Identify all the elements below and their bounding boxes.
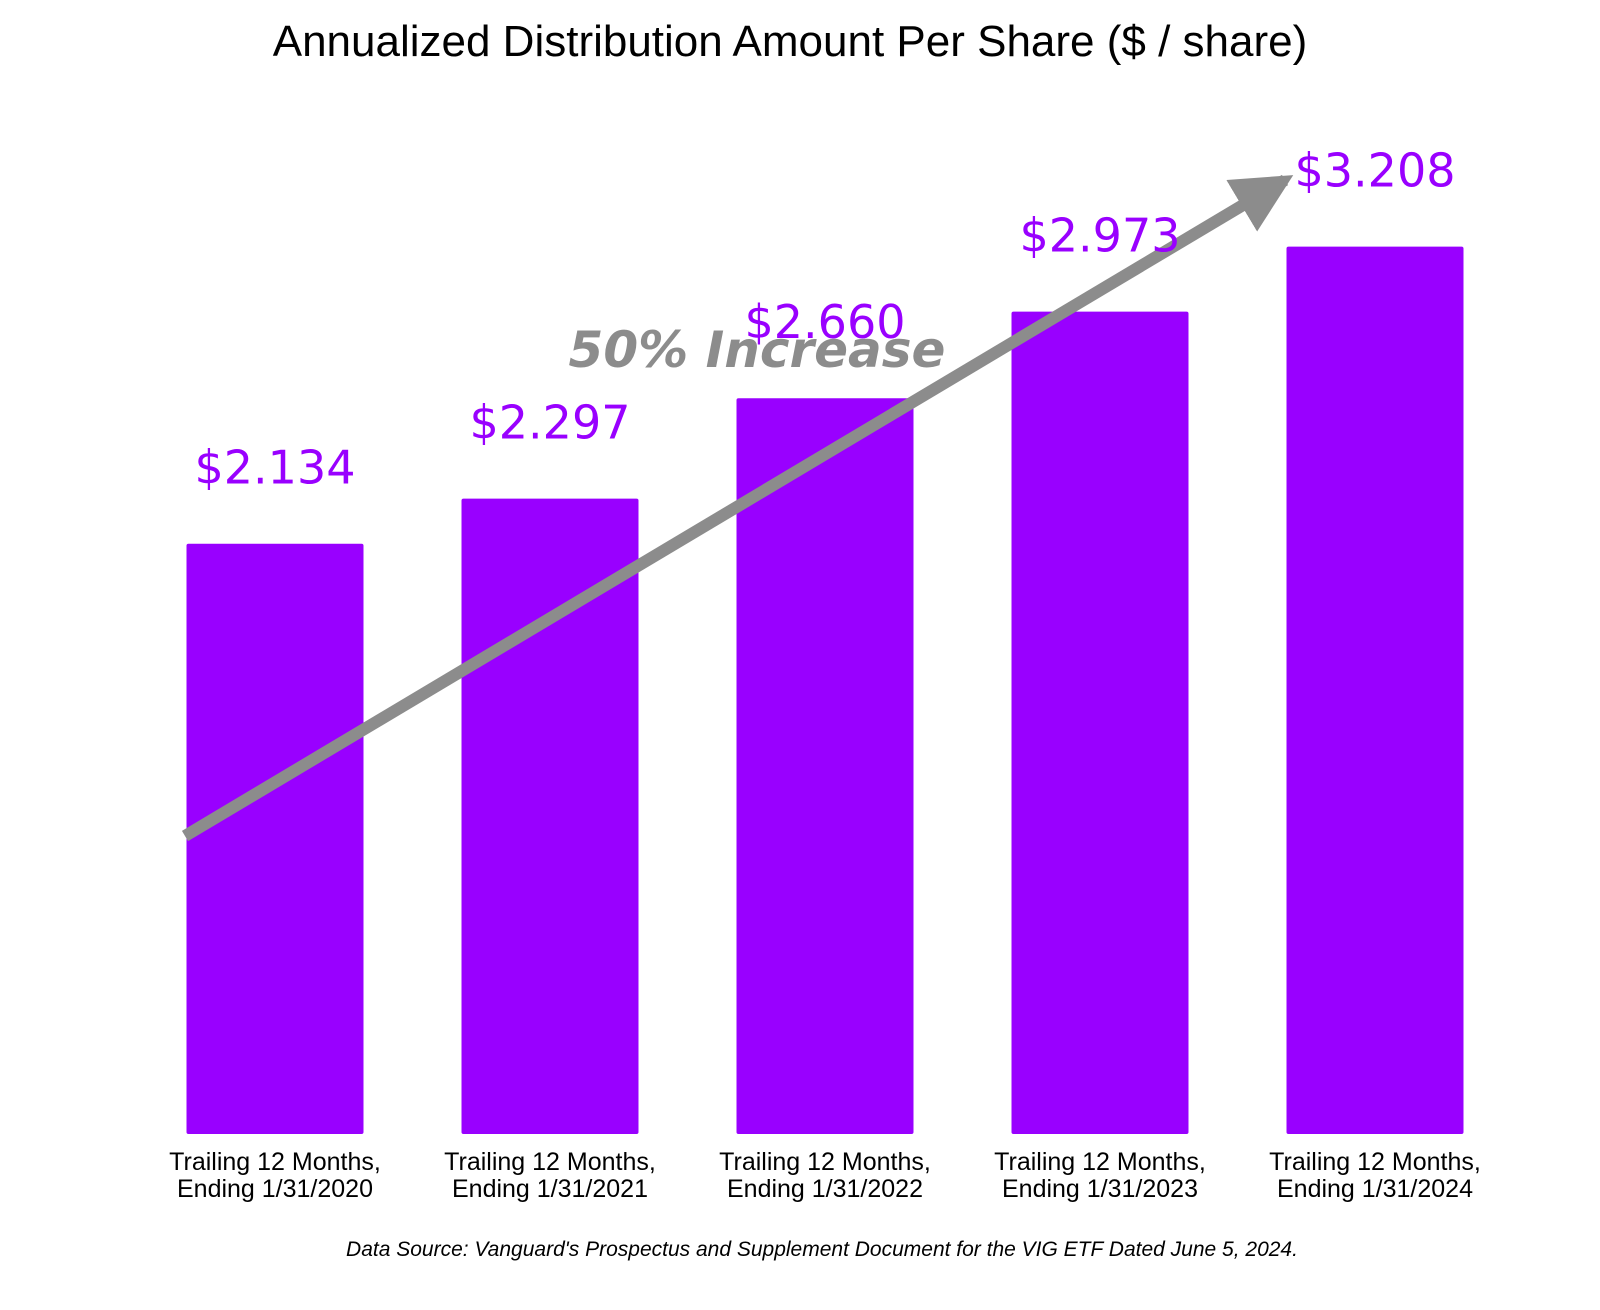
bars-layer (186, 246, 1464, 1135)
bar-5 (1286, 246, 1464, 1134)
category-label-line: Ending 1/31/2022 (727, 1175, 923, 1203)
category-label-line: Trailing 12 Months, (994, 1148, 1206, 1176)
value-label-2: $2.297 (470, 396, 631, 450)
value-label-5: $3.208 (1295, 144, 1456, 198)
category-label-line: Ending 1/31/2020 (177, 1175, 373, 1203)
category-label-3: Trailing 12 Months, Ending 1/31/2022 (719, 1148, 931, 1203)
category-label-line: Ending 1/31/2023 (1002, 1175, 1198, 1203)
category-label-4: Trailing 12 Months, Ending 1/31/2023 (994, 1148, 1206, 1203)
category-label-1: Trailing 12 Months, Ending 1/31/2020 (169, 1148, 381, 1203)
category-label-line: Trailing 12 Months, (444, 1148, 656, 1176)
value-label-1: $2.134 (195, 441, 356, 495)
increase-annotation: 50% Increase (569, 321, 946, 379)
bar-1 (186, 543, 364, 1134)
bar-3 (736, 398, 914, 1134)
chart-title: Annualized Distribution Amount Per Share… (273, 17, 1308, 66)
bar-4 (1011, 311, 1189, 1134)
bar-2 (461, 498, 639, 1135)
category-label-line: Trailing 12 Months, (719, 1148, 931, 1176)
category-label-line: Trailing 12 Months, (169, 1148, 381, 1176)
category-label-5: Trailing 12 Months, Ending 1/31/2024 (1269, 1148, 1481, 1203)
value-label-4: $2.973 (1020, 209, 1181, 263)
category-label-line: Ending 1/31/2021 (452, 1175, 648, 1203)
category-label-2: Trailing 12 Months, Ending 1/31/2021 (444, 1148, 656, 1203)
category-label-line: Trailing 12 Months, (1269, 1148, 1481, 1176)
category-label-line: Ending 1/31/2024 (1277, 1175, 1473, 1203)
trend-arrow (181, 174, 1294, 842)
data-source-note: Data Source: Vanguard's Prospectus and S… (346, 1238, 1298, 1261)
value-label-3: $2.660 (745, 295, 906, 349)
